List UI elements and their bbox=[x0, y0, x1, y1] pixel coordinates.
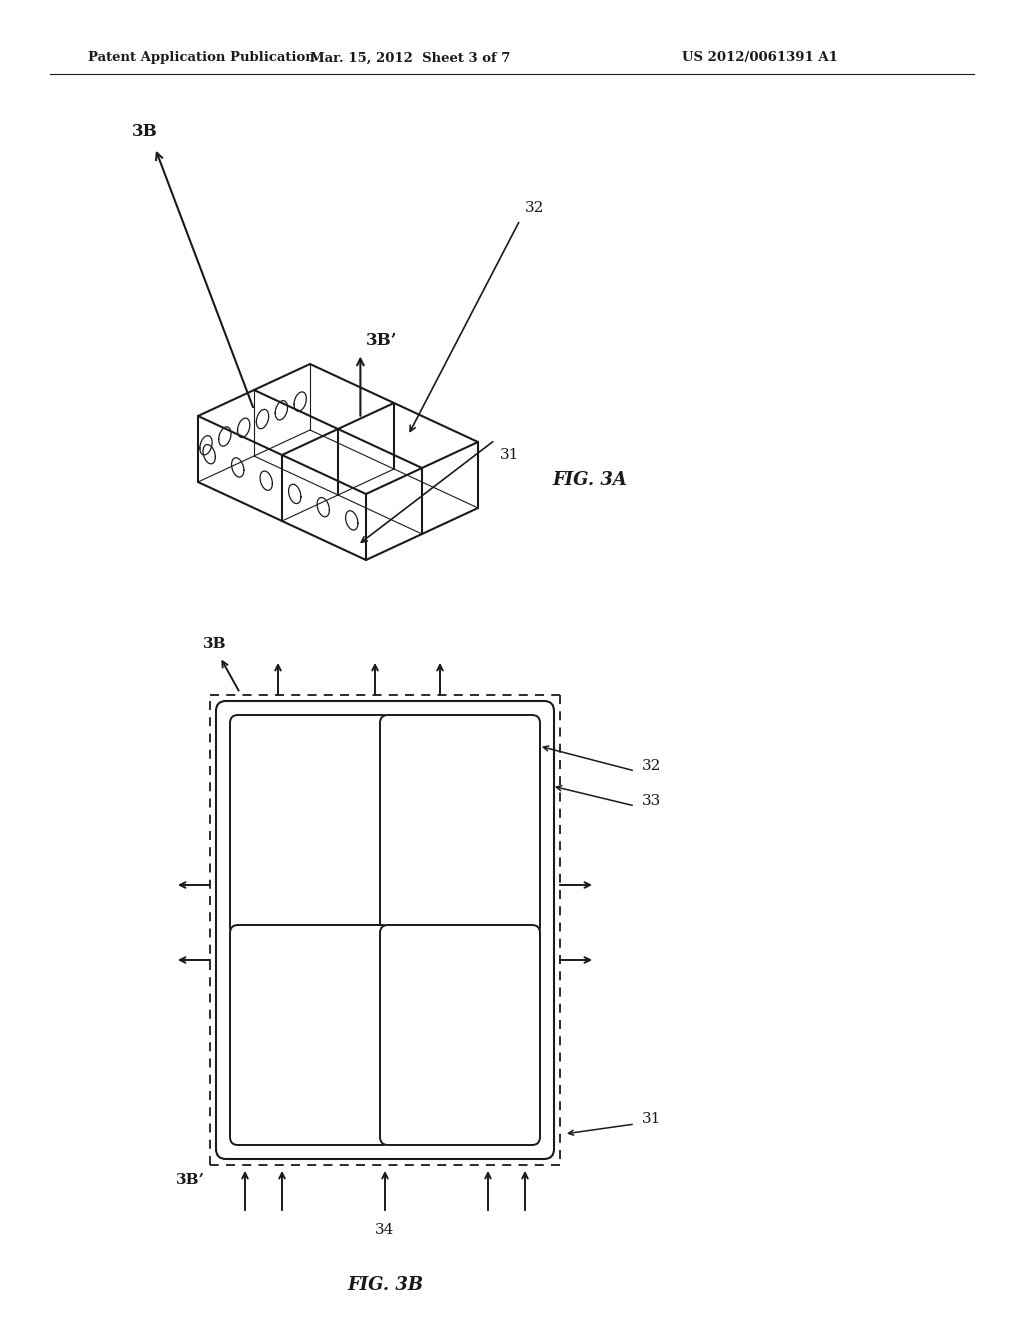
Text: 33: 33 bbox=[642, 795, 662, 808]
Text: Mar. 15, 2012  Sheet 3 of 7: Mar. 15, 2012 Sheet 3 of 7 bbox=[310, 51, 510, 65]
Text: 3B: 3B bbox=[132, 123, 158, 140]
Text: 31: 31 bbox=[642, 1111, 662, 1126]
FancyBboxPatch shape bbox=[230, 715, 390, 935]
Text: Patent Application Publication: Patent Application Publication bbox=[88, 51, 314, 65]
Text: 31: 31 bbox=[500, 447, 519, 462]
Text: 3B’: 3B’ bbox=[176, 1173, 205, 1187]
FancyBboxPatch shape bbox=[230, 925, 390, 1144]
Text: US 2012/0061391 A1: US 2012/0061391 A1 bbox=[682, 51, 838, 65]
Text: 34: 34 bbox=[376, 1224, 394, 1237]
Text: 3B: 3B bbox=[203, 638, 226, 651]
Text: 3B’: 3B’ bbox=[366, 331, 397, 348]
Text: FIG. 3A: FIG. 3A bbox=[553, 471, 628, 488]
FancyBboxPatch shape bbox=[380, 715, 540, 935]
FancyBboxPatch shape bbox=[380, 925, 540, 1144]
FancyBboxPatch shape bbox=[216, 701, 554, 1159]
Text: 32: 32 bbox=[525, 201, 545, 215]
Text: FIG. 3B: FIG. 3B bbox=[347, 1276, 423, 1294]
Text: 32: 32 bbox=[642, 759, 662, 774]
